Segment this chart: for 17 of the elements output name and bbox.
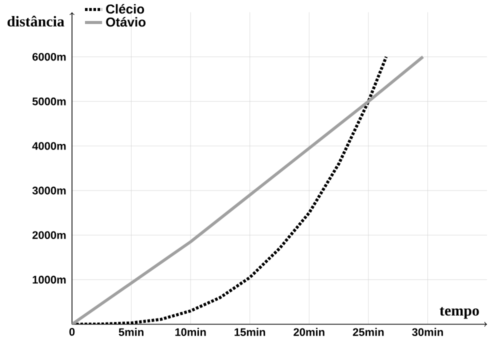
y-tick-label: 3000m: [32, 186, 66, 194]
x-tick-label: 5min: [118, 328, 144, 336]
y-tick-label: 4000m: [32, 142, 66, 150]
y-axis-title: distância: [8, 16, 64, 26]
y-tick-label: 1000m: [32, 276, 66, 284]
y-tick-label: 5000m: [32, 97, 66, 106]
x-axis-title: tempo: [440, 306, 479, 319]
x-tick-label: 30min: [412, 328, 443, 336]
x-tick-label: 15min: [234, 328, 266, 336]
x-tick-label: 0: [69, 328, 75, 336]
x-tick-label: 10min: [175, 328, 206, 336]
y-tick-label: 6000m: [32, 52, 66, 61]
legend-label: Clécio: [106, 4, 144, 14]
x-tick-label: 20min: [294, 328, 324, 336]
x-tick-label: 25min: [352, 328, 384, 336]
legend-label: Otávio: [106, 16, 146, 27]
y-tick-label: 2000m: [32, 231, 66, 239]
